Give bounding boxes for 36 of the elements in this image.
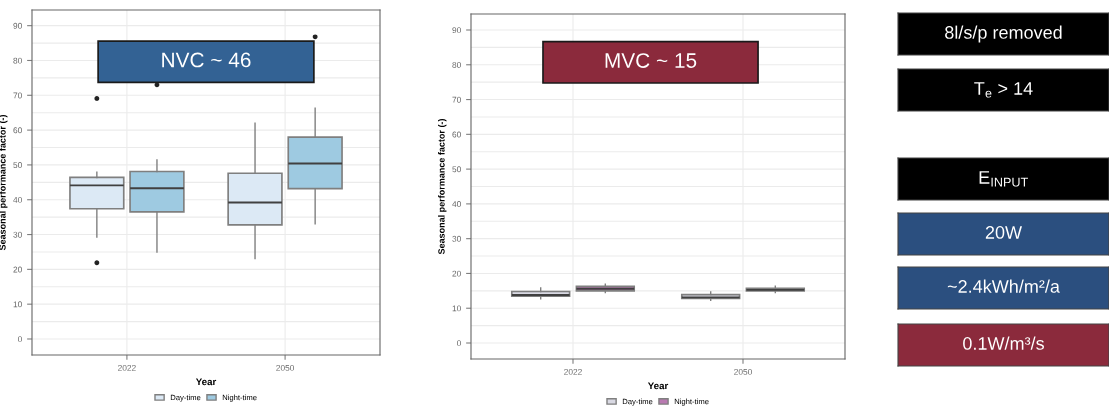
x-axis-title: Year	[647, 382, 669, 390]
y-tick-label: 60	[452, 131, 461, 138]
y-tick-label: 50	[452, 166, 461, 173]
y-tick-label: 70	[452, 96, 461, 103]
y-tick-label: 50	[13, 162, 22, 169]
y-tick-label: 90	[13, 22, 22, 29]
y-tick-label: 10	[13, 301, 22, 308]
y-axis-title: Seasonal performance factor (-)	[438, 118, 447, 255]
y-tick-label: 30	[13, 231, 22, 238]
text: 0.1W/m³/s	[963, 336, 1044, 350]
y-tick-label: 0	[17, 336, 22, 343]
x-axis-title: Year	[195, 378, 217, 386]
text: 20W	[985, 226, 1022, 239]
y-tick-label: 30	[452, 235, 461, 242]
y-tick-label: 40	[13, 196, 22, 203]
text: 8l/s/p removed	[945, 25, 1062, 43]
y-tick-label: 60	[13, 127, 22, 134]
annotation: MVC ~ 15	[605, 53, 697, 68]
x-tick-label: 2022	[564, 368, 582, 375]
y-tick-label: 80	[13, 57, 22, 64]
y-tick-label: 10	[452, 305, 461, 312]
y-tick-label: 40	[452, 201, 461, 207]
y-tick-label: 20	[452, 270, 461, 277]
y-tick-label: 0	[456, 340, 461, 347]
y-axis-title: Seasonal performance factor (-)	[0, 114, 8, 251]
x-tick-label: 2050	[734, 368, 752, 375]
y-tick-label: 20	[13, 266, 22, 273]
text: T$_{e}$ > 14	[974, 82, 1033, 98]
y-tick-label: 80	[452, 61, 461, 68]
y-tick-label: 70	[13, 92, 22, 99]
annotation: NVC ~ 46	[162, 52, 251, 68]
y-tick-label: 90	[452, 27, 461, 34]
x-tick-label: 2050	[276, 364, 295, 371]
text: ~2.4kWh/m²/a	[947, 279, 1060, 293]
text: E$_{INPUT}$	[979, 171, 1028, 187]
x-tick-label: 2022	[118, 364, 136, 371]
